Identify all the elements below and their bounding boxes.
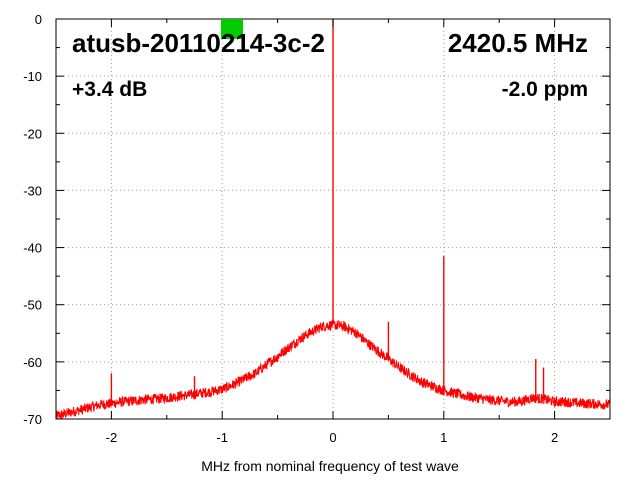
y-tick-label: -40 <box>23 241 42 256</box>
y-tick-label: -20 <box>23 126 42 141</box>
y-tick-label: -60 <box>23 355 42 370</box>
ticks-group <box>55 18 611 420</box>
y-tick-label: -30 <box>23 183 42 198</box>
gain-label: +3.4 dB <box>72 78 147 101</box>
x-tick-label: -1 <box>216 430 228 445</box>
x-tick-label: 2 <box>551 430 558 445</box>
x-tick-label: -2 <box>106 430 118 445</box>
offset-label: -2.0 ppm <box>502 78 588 101</box>
y-tick-label: 0 <box>35 12 42 27</box>
x-tick-label: 1 <box>440 430 447 445</box>
y-tick-label: -10 <box>23 69 42 84</box>
device-label: atusb-20110214-3c-2 <box>72 28 325 58</box>
y-tick-label: -50 <box>23 298 42 313</box>
green-marker <box>221 19 243 39</box>
tick-labels-group: -2 -1 0 1 20-10-20-30-40-50-60-70 <box>23 12 558 445</box>
frequency-label: 2420.5 MHz <box>448 28 588 58</box>
y-tick-label: -70 <box>23 412 42 427</box>
x-tick-label: 0 <box>329 430 336 445</box>
x-axis-title: MHz from nominal frequency of test wave <box>201 458 459 474</box>
series-group <box>56 19 610 419</box>
